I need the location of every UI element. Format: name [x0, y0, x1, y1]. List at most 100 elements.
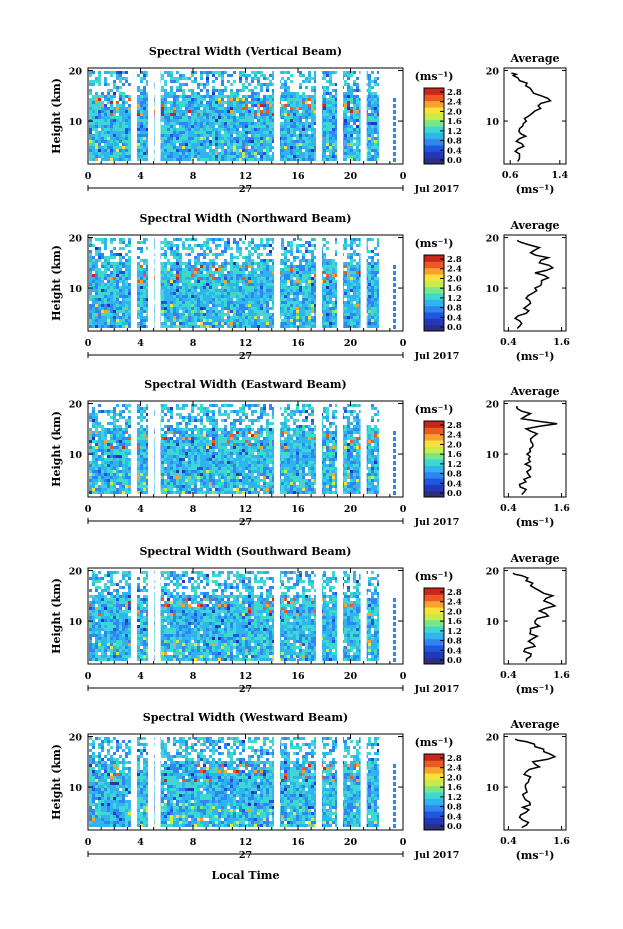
heatmap-cell: [257, 283, 260, 286]
heatmap-cell: [311, 253, 314, 256]
heatmap-cell: [257, 128, 260, 131]
heatmap-cell: [329, 310, 332, 313]
heatmap-cell: [122, 125, 125, 128]
heatmap-cell: [161, 158, 164, 161]
heatmap-cell: [236, 289, 239, 292]
heatmap-cell: [329, 286, 332, 289]
heatmap-cell: [236, 283, 239, 286]
heatmap-cell: [299, 155, 302, 158]
heatmap-cell: [194, 268, 197, 271]
heatmap-cell: [284, 295, 287, 298]
heatmap-cell: [302, 110, 305, 113]
heatmap-cell: [323, 134, 326, 137]
heatmap-cell: [248, 262, 251, 265]
heatmap-cell: [263, 149, 266, 152]
heatmap-cell: [281, 310, 284, 313]
heatmap-cell: [311, 110, 314, 113]
heatmap-cell: [125, 125, 128, 128]
heatmap-cell: [332, 262, 335, 265]
heatmap-cell: [353, 83, 356, 86]
heatmap-cell: [335, 289, 338, 292]
heatmap-cell: [137, 304, 140, 307]
heatmap-cell: [188, 289, 191, 292]
heatmap-cell: [191, 155, 194, 158]
heatmap-cell: [251, 152, 254, 155]
heatmap-cell: [254, 122, 257, 125]
heatmap-cell: [104, 313, 107, 316]
heatmap-cell: [188, 107, 191, 110]
heatmap-cell: [353, 119, 356, 122]
heatmap-cell: [248, 280, 251, 283]
heatmap-cell: [122, 322, 125, 325]
heatmap-cell: [227, 119, 230, 122]
heatmap-cell: [194, 289, 197, 292]
heatmap-cell: [113, 304, 116, 307]
heatmap-cell: [326, 298, 329, 301]
heatmap-cell: [296, 271, 299, 274]
heatmap-cell: [113, 122, 116, 125]
heatmap-cell: [200, 313, 203, 316]
heatmap-cell: [89, 119, 92, 122]
heatmap-cell: [323, 259, 326, 262]
heatmap-cell: [143, 137, 146, 140]
heatmap-cell: [263, 158, 266, 161]
heatmap-cell: [110, 125, 113, 128]
heatmap-cell: [119, 271, 122, 274]
heatmap-cell: [284, 298, 287, 301]
heatmap-cell: [323, 325, 326, 328]
heatmap-cell: [146, 280, 149, 283]
heatmap-cell: [377, 101, 380, 104]
heatmap-cell: [164, 92, 167, 95]
heatmap-cell: [230, 322, 233, 325]
heatmap-cell: [227, 104, 230, 107]
heatmap-cell: [290, 128, 293, 131]
heatmap-cell: [236, 241, 239, 244]
heatmap-cell: [122, 304, 125, 307]
y-tick-label: 20: [69, 67, 83, 78]
heatmap-cell: [161, 310, 164, 313]
heatmap-cell: [245, 259, 248, 262]
heatmap-cell: [323, 137, 326, 140]
heatmap-cell: [245, 134, 248, 137]
heatmap-cell: [263, 101, 266, 104]
heatmap-cell: [356, 304, 359, 307]
heatmap-cell: [140, 122, 143, 125]
heatmap-cell: [314, 137, 317, 140]
heatmap-cell: [167, 137, 170, 140]
heatmap-cell: [176, 256, 179, 259]
heatmap-cell: [281, 313, 284, 316]
heatmap-cell: [200, 140, 203, 143]
heatmap-cell: [164, 274, 167, 277]
heatmap-cell: [188, 298, 191, 301]
heatmap-cell: [260, 149, 263, 152]
heatmap-cell: [293, 289, 296, 292]
heatmap-cell: [221, 95, 224, 98]
heatmap-cell: [239, 77, 242, 80]
heatmap-cell: [125, 146, 128, 149]
heatmap-cell: [314, 134, 317, 137]
heatmap-cell: [305, 250, 308, 253]
heatmap-cell: [299, 310, 302, 313]
heatmap-cell: [146, 155, 149, 158]
heatmap-cell: [110, 241, 113, 244]
heatmap-cell: [236, 143, 239, 146]
heatmap-cell: [161, 143, 164, 146]
heatmap-cell: [287, 137, 290, 140]
heatmap-cell: [242, 95, 245, 98]
heatmap-cell: [323, 89, 326, 92]
heatmap-cell: [266, 325, 269, 328]
heatmap-cell: [122, 101, 125, 104]
heatmap-cell: [146, 152, 149, 155]
heatmap-cell: [344, 292, 347, 295]
heatmap-cell: [311, 95, 314, 98]
heatmap-cell: [293, 268, 296, 271]
heatmap-cell: [101, 280, 104, 283]
heatmap-cell: [245, 286, 248, 289]
heatmap-cell: [230, 149, 233, 152]
heatmap-cell: [393, 277, 396, 281]
heatmap-cell: [170, 119, 173, 122]
heatmap-cell: [257, 77, 260, 80]
heatmap-cell: [260, 125, 263, 128]
heatmap-cell: [281, 143, 284, 146]
heatmap-cell: [344, 238, 347, 241]
